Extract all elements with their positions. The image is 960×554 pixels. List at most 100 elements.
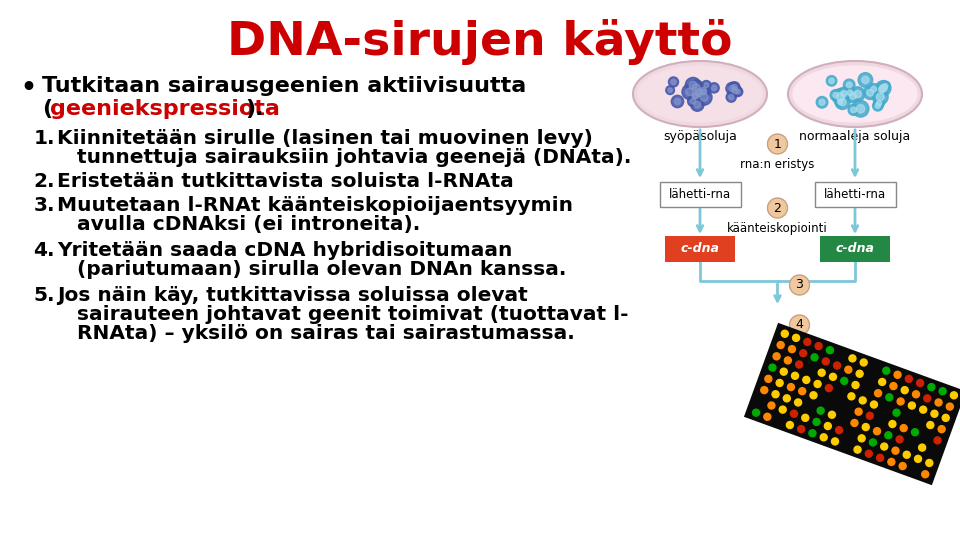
Circle shape (867, 89, 874, 96)
Circle shape (848, 393, 855, 400)
Circle shape (732, 85, 737, 90)
Circle shape (668, 77, 679, 87)
Circle shape (851, 107, 856, 112)
Circle shape (876, 103, 880, 109)
Circle shape (816, 96, 828, 108)
Circle shape (671, 95, 684, 107)
Text: (: ( (42, 99, 52, 119)
Circle shape (858, 73, 873, 87)
Circle shape (729, 84, 741, 97)
Circle shape (685, 88, 693, 96)
Circle shape (879, 84, 887, 92)
Circle shape (823, 358, 829, 365)
Circle shape (851, 87, 865, 101)
Circle shape (947, 403, 953, 410)
Circle shape (894, 371, 901, 378)
Circle shape (729, 81, 740, 93)
Circle shape (767, 198, 787, 218)
Circle shape (866, 412, 874, 419)
Circle shape (889, 420, 896, 428)
Circle shape (871, 86, 876, 92)
Circle shape (689, 81, 697, 89)
Circle shape (790, 410, 798, 417)
Circle shape (848, 90, 852, 95)
Circle shape (787, 383, 795, 391)
Circle shape (798, 425, 804, 433)
Circle shape (819, 99, 825, 105)
Circle shape (698, 86, 708, 97)
Circle shape (928, 383, 935, 391)
Circle shape (839, 99, 846, 106)
Text: RNAta) – yksilö on sairas tai sairastumassa.: RNAta) – yksilö on sairas tai sairastuma… (77, 324, 575, 343)
Circle shape (704, 83, 708, 88)
Circle shape (809, 430, 816, 437)
Circle shape (841, 90, 847, 96)
Circle shape (917, 379, 924, 387)
Circle shape (905, 376, 912, 382)
Circle shape (778, 341, 784, 348)
Text: 4: 4 (796, 319, 804, 331)
Circle shape (687, 96, 699, 106)
Text: Eristetään tutkittavista soluista l-RNAta: Eristetään tutkittavista soluista l-RNAt… (57, 172, 514, 191)
Text: 2.: 2. (34, 172, 55, 191)
Circle shape (760, 387, 768, 394)
Circle shape (922, 471, 928, 478)
Circle shape (873, 101, 883, 111)
Circle shape (692, 93, 699, 99)
Circle shape (888, 459, 895, 465)
Circle shape (810, 392, 817, 399)
Circle shape (695, 89, 703, 96)
Circle shape (856, 105, 865, 113)
Circle shape (900, 463, 906, 470)
Circle shape (783, 395, 790, 402)
Circle shape (689, 91, 700, 101)
Text: käänteiskopiointi: käänteiskopiointi (727, 222, 828, 235)
Circle shape (827, 347, 833, 353)
Circle shape (827, 75, 837, 86)
Circle shape (876, 84, 888, 96)
Text: (pariutumaan) sirulla olevan DNAn kanssa.: (pariutumaan) sirulla olevan DNAn kanssa… (77, 260, 566, 279)
Circle shape (685, 78, 701, 93)
Circle shape (772, 391, 780, 398)
Circle shape (690, 99, 696, 104)
Circle shape (702, 80, 711, 90)
Circle shape (926, 422, 934, 429)
Circle shape (896, 436, 903, 443)
Text: 1: 1 (774, 137, 781, 151)
Circle shape (764, 413, 771, 420)
Circle shape (908, 402, 916, 409)
Circle shape (786, 422, 793, 428)
Circle shape (939, 388, 947, 394)
Text: Jos näin käy, tutkittavissa soluissa olevat: Jos näin käy, tutkittavissa soluissa ole… (57, 286, 528, 305)
Circle shape (735, 89, 740, 94)
Circle shape (828, 78, 834, 84)
Ellipse shape (633, 61, 767, 127)
Ellipse shape (788, 61, 922, 127)
Circle shape (796, 361, 803, 368)
Text: lähetti-rna: lähetti-rna (669, 187, 732, 201)
Circle shape (878, 86, 885, 93)
Circle shape (924, 395, 931, 402)
Circle shape (773, 353, 780, 360)
Circle shape (886, 394, 893, 401)
FancyBboxPatch shape (820, 236, 890, 262)
Text: •: • (20, 76, 36, 100)
Circle shape (835, 95, 850, 110)
Text: sairauteen johtavat geenit toimivat (tuottavat l-: sairauteen johtavat geenit toimivat (tuo… (77, 305, 629, 324)
Circle shape (883, 84, 888, 89)
Circle shape (876, 454, 883, 461)
Circle shape (876, 101, 881, 106)
Circle shape (950, 392, 957, 399)
Circle shape (711, 85, 717, 90)
Circle shape (920, 406, 926, 413)
Circle shape (893, 409, 900, 416)
Circle shape (836, 93, 845, 101)
Circle shape (769, 364, 776, 371)
Circle shape (854, 90, 861, 98)
Text: Tutkitaan sairausgeenien aktiivisuutta: Tutkitaan sairausgeenien aktiivisuutta (42, 76, 526, 96)
Circle shape (860, 359, 867, 366)
Circle shape (901, 387, 908, 394)
Circle shape (814, 381, 821, 387)
Circle shape (874, 428, 880, 435)
Circle shape (696, 84, 710, 98)
